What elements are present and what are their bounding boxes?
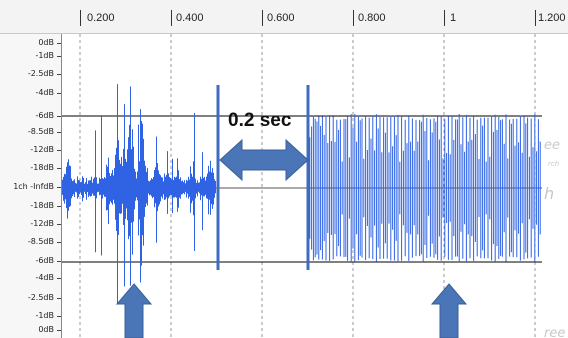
track-right-margin: ee rch h ree bbox=[542, 34, 568, 338]
timeline-tick-label: 1.200 bbox=[538, 12, 566, 24]
db-scale-label: -18dB bbox=[30, 201, 54, 210]
db-scale-tick bbox=[57, 56, 61, 57]
timeline-tick-label: 0.600 bbox=[267, 12, 295, 24]
db-scale-tick bbox=[57, 206, 61, 207]
db-scale-label: -12dB bbox=[30, 145, 54, 154]
db-scale-tick bbox=[57, 330, 61, 331]
db-scale-label: 0dB bbox=[38, 325, 54, 334]
db-scale-label: -1dB bbox=[35, 51, 54, 60]
db-scale-tick bbox=[57, 168, 61, 169]
duration-annotation-label: 0.2 sec bbox=[228, 110, 292, 131]
db-scale-tick bbox=[57, 242, 61, 243]
db-scale-tick bbox=[57, 132, 61, 133]
db-scale-label: -4dB bbox=[35, 273, 54, 282]
db-scale-label: -12dB bbox=[30, 219, 54, 228]
tick-mark bbox=[444, 10, 445, 26]
tick-mark bbox=[171, 10, 172, 26]
timeline-tick-label: 0.400 bbox=[176, 12, 204, 24]
watermark-text: ee bbox=[544, 138, 560, 153]
db-scale-tick bbox=[57, 116, 61, 117]
timeline-ruler[interactable]: 0.200 0.400 0.600 0.800 1 1.200 bbox=[0, 0, 568, 34]
db-scale-label: 1ch -InfdB bbox=[13, 182, 54, 191]
db-scale-label: -2.5dB bbox=[27, 69, 54, 78]
watermark-text: ree bbox=[544, 326, 566, 338]
db-scale-tick bbox=[57, 43, 61, 44]
tick-mark bbox=[535, 10, 536, 26]
db-scale-label: -18dB bbox=[30, 163, 54, 172]
db-scale-tick bbox=[57, 150, 61, 151]
db-scale-label: -4dB bbox=[35, 88, 54, 97]
db-scale-label: -6dB bbox=[35, 111, 54, 120]
tick-mark bbox=[353, 10, 354, 26]
duration-double-arrow bbox=[219, 138, 309, 182]
vertical-db-ruler: 0dB -1dB -2.5dB -4dB -6dB -8.5dB -12dB -18dB 1ch… bbox=[0, 34, 62, 338]
db-scale-tick bbox=[57, 224, 61, 225]
db-scale-tick bbox=[57, 74, 61, 75]
db-scale-label: -8.5dB bbox=[27, 237, 54, 246]
timeline-tick-label: 0.800 bbox=[358, 12, 386, 24]
db-scale-tick bbox=[57, 93, 61, 94]
db-scale-label: -8.5dB bbox=[27, 127, 54, 136]
db-scale-label: 0dB bbox=[38, 38, 54, 47]
up-arrow-left bbox=[115, 283, 153, 338]
waveform-signal bbox=[62, 84, 541, 304]
waveform-track[interactable] bbox=[62, 34, 542, 338]
up-arrow-right bbox=[430, 283, 468, 338]
tick-mark bbox=[80, 10, 81, 26]
timeline-tick-label: 1 bbox=[450, 12, 457, 24]
db-scale-label: -1dB bbox=[35, 311, 54, 320]
tick-mark bbox=[262, 10, 263, 26]
db-scale-tick bbox=[57, 298, 61, 299]
db-scale-label: -6dB bbox=[35, 256, 54, 265]
db-scale-tick bbox=[57, 187, 61, 188]
waveform-canvas[interactable] bbox=[62, 34, 542, 338]
timeline-tick-label: 0.200 bbox=[87, 12, 115, 24]
watermark-text: rch bbox=[548, 160, 560, 168]
db-scale-tick bbox=[57, 316, 61, 317]
db-scale-tick bbox=[57, 278, 61, 279]
db-scale-tick bbox=[57, 261, 61, 262]
db-scale-label: -2.5dB bbox=[27, 293, 54, 302]
watermark-text: h bbox=[544, 184, 555, 203]
